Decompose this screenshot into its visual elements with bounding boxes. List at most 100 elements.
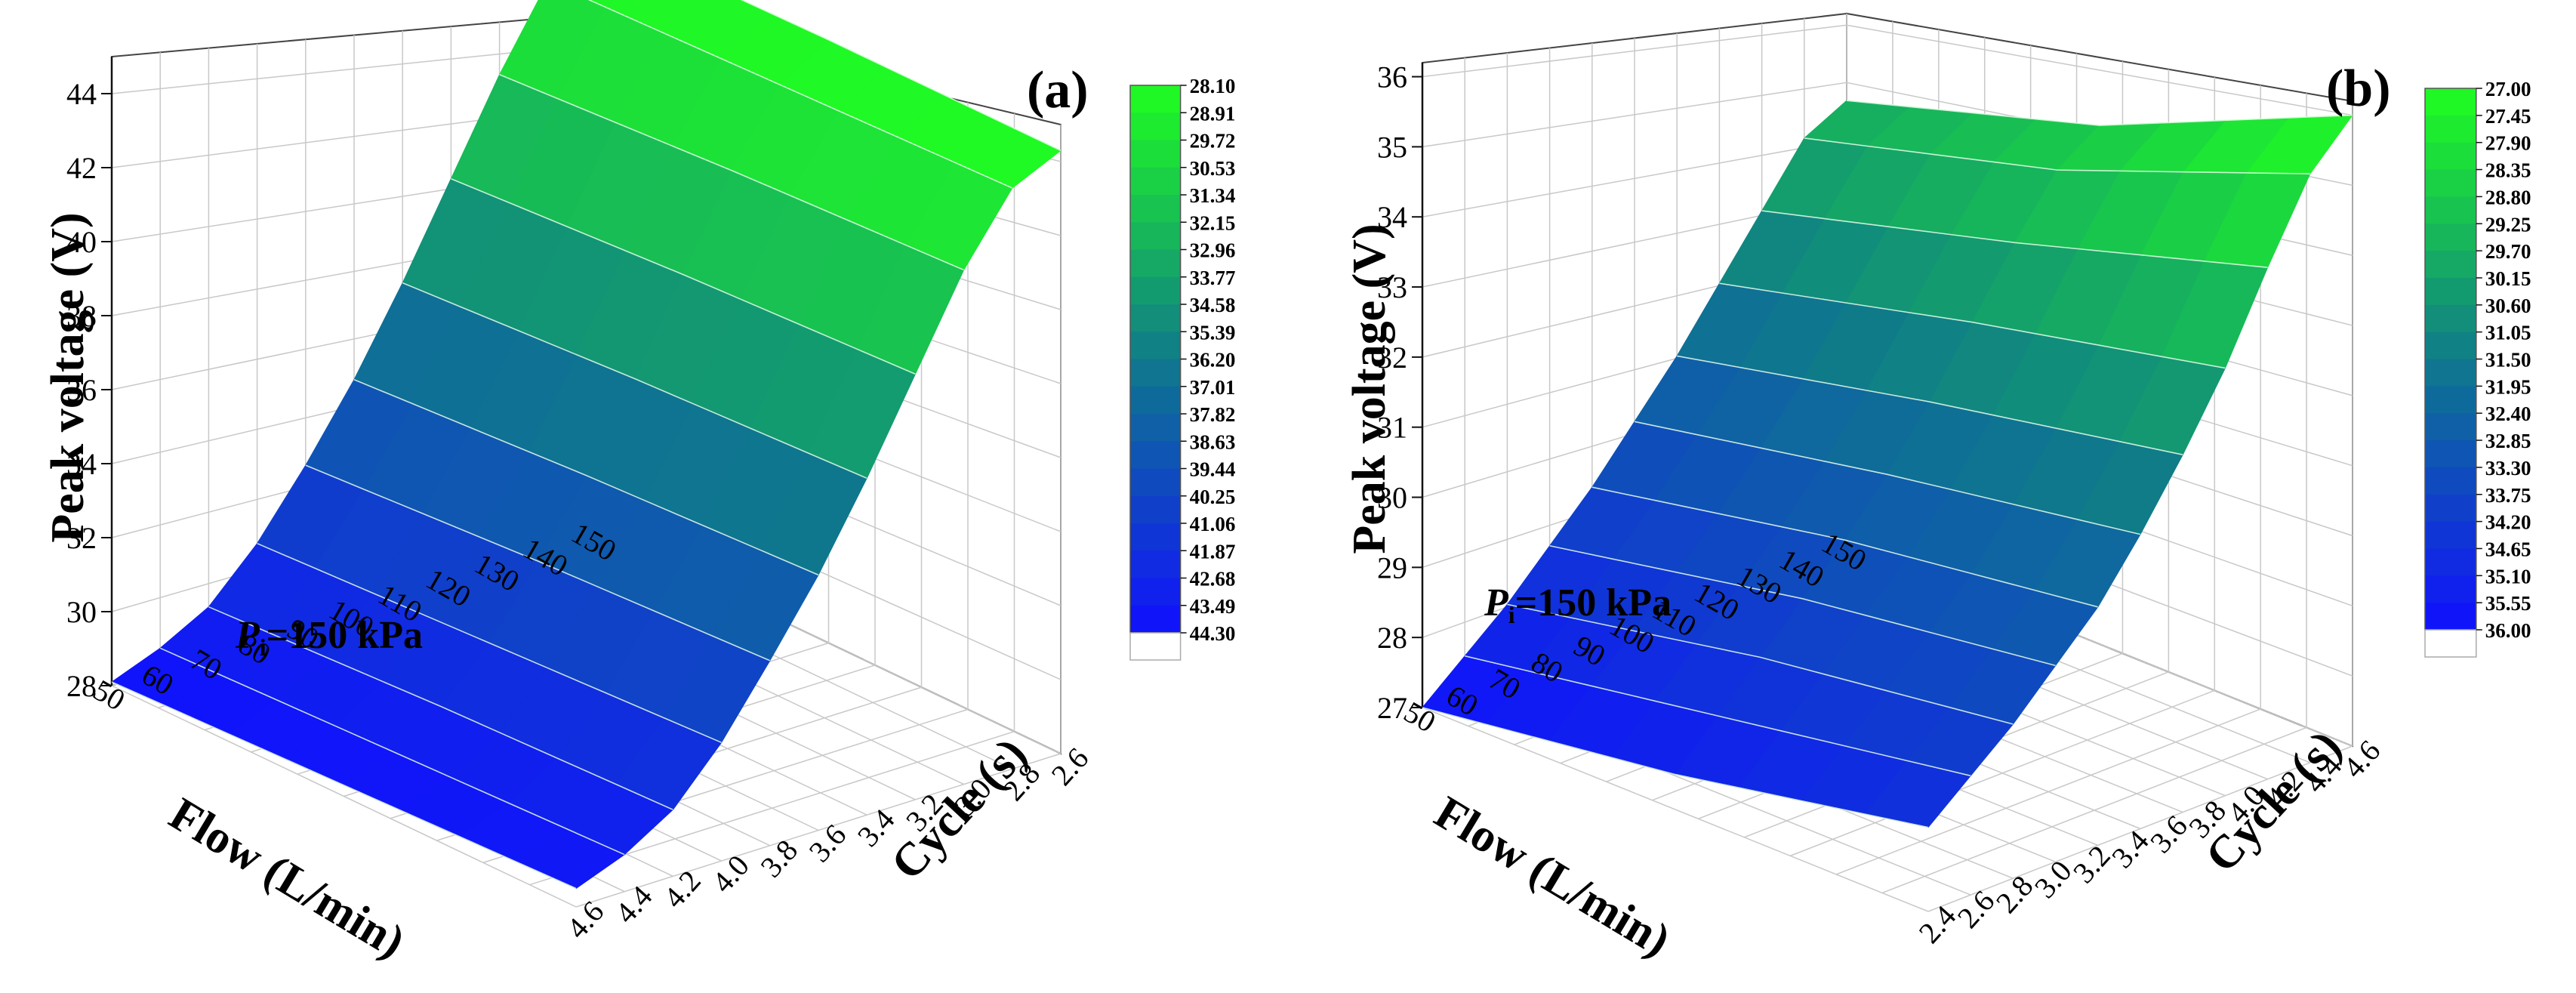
grid-line-right-h: [1846, 24, 2353, 116]
colorbar-tick-label: 37.82: [1190, 403, 1236, 426]
surface-mesh-line: [451, 177, 916, 375]
voltage-tick-label: 28: [66, 669, 97, 703]
surface-mesh-line: [353, 378, 819, 576]
pressure-subscript: i: [1508, 601, 1515, 628]
colorbar-tick-label: 32.15: [1190, 211, 1236, 234]
colorbar-tick-label: 33.77: [1190, 267, 1236, 289]
colorbar-tick-label: 30.60: [2485, 295, 2531, 317]
colorbar-segment: [2425, 304, 2476, 333]
surface-mesh-line: [1507, 603, 2014, 725]
colorbar-segment: [2425, 196, 2476, 225]
colorbar-tick-label: 27.45: [2485, 105, 2531, 128]
colorbar-tick-label: 28.80: [2485, 186, 2531, 208]
surface-mesh-line: [111, 681, 577, 890]
voltage-tick-label: 42: [66, 151, 97, 185]
grid-line-floor-cycle: [1790, 689, 2215, 857]
voltage-tick-label: 36: [1377, 60, 1407, 94]
surface-plot-a-svg: 2830323436384042441501401301201101009080…: [42, 0, 1236, 968]
colorbar-tick-label: 37.01: [1190, 376, 1236, 399]
colorbar-tick-label: 39.44: [1190, 458, 1236, 481]
colorbar-tick-label: 28.91: [1190, 102, 1236, 125]
colorbar-segment: [2425, 277, 2476, 306]
colorbar-tick-label: 36.00: [2485, 619, 2531, 642]
colorbar-tick-label: 32.85: [2485, 430, 2531, 452]
cycle-tick-label: 4.2: [657, 864, 707, 914]
colorbar-tick-label: 27.90: [2485, 132, 2531, 155]
pressure-symbol: P: [235, 614, 260, 657]
x-axis-title: Flow (L/min): [161, 788, 414, 968]
colorbar-tick-label: 31.95: [2485, 375, 2531, 398]
colorbar: 27.00 27.45 27.90 28.35 28.80 29.25 29.70 30.15…: [2424, 78, 2531, 658]
surface-mesh-line: [1677, 355, 2183, 455]
colorbar-segment: [1130, 523, 1181, 552]
colorbar: 28.10 28.91 29.72 30.53 31.34 32.15 32.96 33.77…: [1129, 75, 1236, 661]
surface-mesh-line: [1592, 486, 2099, 608]
voltage-tick-label: 30: [66, 595, 97, 629]
surface-mesh-line: [1761, 210, 2268, 268]
colorbar-tick-label: 40.25: [1190, 486, 1236, 508]
colorbar-segment: [2425, 251, 2476, 279]
voltage-tick-label: 40: [66, 225, 97, 259]
colorbar-segment: [1130, 113, 1181, 141]
cycle-tick-label: 4.0: [705, 848, 756, 899]
colorbar-tick-label: 31.50: [2485, 349, 2531, 372]
colorbar-tick-label: 44.30: [1190, 622, 1236, 645]
voltage-tick-label: 29: [1377, 550, 1407, 584]
voltage-tick-label: 32: [1377, 341, 1407, 375]
surface-plot-b: 27 28 29 30 31 32 33 34 35 36 150 140 130 120 110 100 90…: [1288, 0, 2576, 993]
surface-mesh-line: [257, 542, 722, 744]
colorbar-segment: [1130, 578, 1181, 606]
colorbar-tick-label: 28.35: [2485, 159, 2531, 182]
colorbar-tick-label: 32.40: [2485, 402, 2531, 425]
colorbar-segment: [1130, 441, 1181, 470]
colorbar-segment: [2425, 413, 2476, 442]
colorbar-segment: [2425, 467, 2476, 495]
colorbar-segment: [1130, 195, 1181, 224]
voltage-tick-label: 44: [66, 77, 97, 111]
colorbar-tick-label: 42.68: [1190, 568, 1236, 591]
voltage-tick-label: 34: [1377, 200, 1407, 234]
surface: [110, 0, 1062, 890]
voltage-tick-label: 33: [1377, 270, 1407, 304]
colorbar-tick-label: 43.49: [1190, 595, 1236, 618]
colorbar-tick-label: 34.58: [1190, 294, 1236, 316]
colorbar-segment: [2425, 521, 2476, 550]
colorbar-tick-label: 34.65: [2485, 538, 2531, 560]
surface-plot-b-svg: 2728293031323334353615014013012011010090…: [1344, 12, 2531, 967]
voltage-tick-label: 28: [1377, 621, 1407, 655]
surface: [1422, 100, 2354, 828]
voltage-tick-label: 34: [66, 447, 97, 481]
surface-mesh-line: [208, 606, 673, 810]
cycle-tick-label: 3.6: [803, 818, 853, 868]
pressure-symbol: P: [1484, 581, 1509, 624]
surface-mesh-line: [1719, 282, 2226, 369]
colorbar-segment: [2425, 169, 2476, 198]
surface-mesh-line: [1846, 100, 2353, 126]
colorbar-tick-label: 30.15: [2485, 267, 2531, 290]
colorbar-tick-label: 33.30: [2485, 457, 2531, 480]
voltage-tick-label: 27: [1377, 691, 1407, 725]
colorbar-segment: [1130, 414, 1181, 443]
colorbar-segment: [2425, 88, 2476, 116]
voltage-tick-label: 38: [66, 299, 97, 333]
colorbar-tick-label: 29.70: [2485, 240, 2531, 263]
surface-mesh-line: [499, 74, 964, 271]
colorbar-segment: [2425, 332, 2476, 360]
voltage-tick-label: 36: [66, 373, 97, 407]
colorbar-segment: [2425, 603, 2476, 631]
colorbar-tick-label: 30.53: [1190, 157, 1236, 180]
cycle-tick-label: 4.6: [560, 894, 611, 945]
colorbar-segment: [1130, 495, 1181, 524]
pressure-value: =150 kPa: [267, 614, 423, 657]
colorbar-tick-label: 31.05: [2485, 322, 2531, 344]
colorbar-segment: [2425, 575, 2476, 604]
surface-mesh-line: [740, 0, 1062, 152]
colorbar-segment: [2425, 142, 2476, 171]
grid-line-floor-cycle: [575, 753, 1062, 908]
colorbar-segment: [1130, 359, 1181, 387]
colorbar-segment: [2425, 494, 2476, 523]
colorbar-segment: [1130, 222, 1181, 251]
colorbar-segment: [1130, 140, 1181, 168]
colorbar-tick-label: 35.39: [1190, 321, 1236, 344]
pressure-annotation: Pi=150 kPa: [1484, 581, 1672, 628]
